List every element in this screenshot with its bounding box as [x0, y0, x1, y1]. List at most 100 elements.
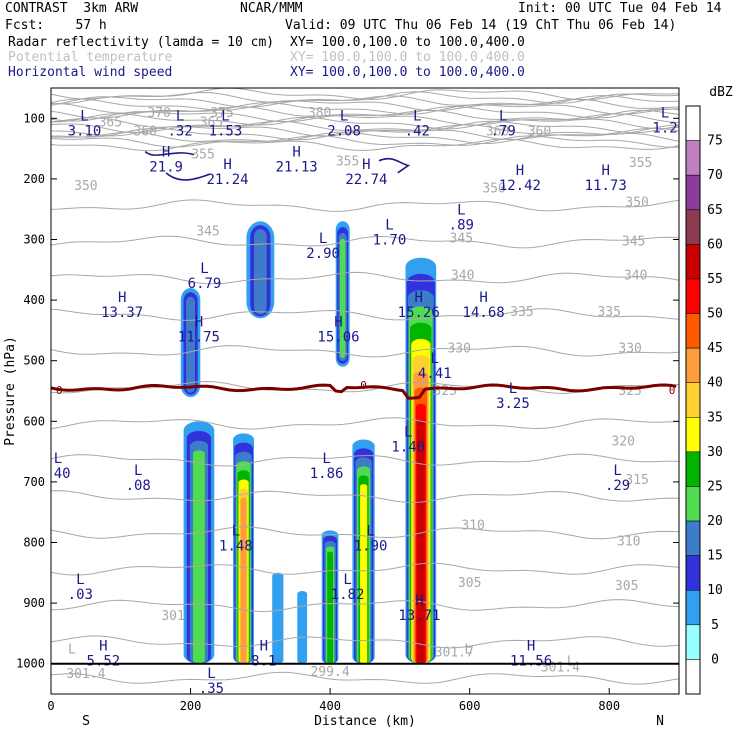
wind-extremum-marker: L: [207, 666, 215, 682]
colorbar-band: [685, 278, 701, 314]
y-tick-label: 400: [23, 293, 45, 307]
theta-label: 310: [617, 535, 640, 550]
theta-label: 380: [308, 106, 331, 121]
wind-extremum-value: 11.56: [510, 654, 552, 670]
colorbar-level: 50: [707, 307, 723, 322]
wind-extremum-value: .89: [449, 217, 474, 233]
reflectivity-cell: [327, 551, 333, 664]
wind-contour: [378, 157, 411, 174]
theta-label: 335: [597, 305, 620, 320]
colorbar-level: 30: [707, 445, 723, 460]
wind-extremum-value: 22.74: [345, 172, 387, 188]
colorbar-level: 65: [707, 203, 723, 218]
theta-label: 355: [629, 156, 652, 171]
wind-extremum-marker: L: [134, 463, 142, 479]
colorbar-band: [685, 659, 701, 695]
wind-extremum-marker: H: [260, 639, 268, 655]
freezing-level-label: 0: [360, 379, 367, 392]
theta-label: 340: [451, 269, 474, 284]
x-end-label-south: S: [82, 714, 90, 729]
colorbar-band: [685, 520, 701, 556]
theta-contour: [51, 91, 679, 105]
theta-label: 301: [161, 609, 184, 624]
wind-extremum-marker: H: [223, 157, 231, 173]
theta-contour: [51, 135, 679, 148]
theta-label: 335: [510, 305, 533, 320]
wind-extremum-value: 3.25: [496, 396, 530, 412]
wind-extremum-value: 2.90: [306, 246, 340, 262]
y-tick-label: 700: [23, 475, 45, 489]
field-theta-name: Potential temperature: [8, 50, 173, 65]
theta-contour: [51, 635, 679, 649]
colorbar-level: 5: [711, 618, 719, 633]
reflectivity-cell: [193, 450, 205, 664]
wind-extremum-marker: H: [162, 145, 170, 161]
colorbar-band: [685, 174, 701, 211]
field-theta-xy: XY= 100.0,100.0 to 100.0,400.0: [290, 50, 525, 65]
freezing-level-label: 0: [669, 384, 676, 397]
x-tick-label: 800: [598, 699, 620, 713]
theta-label: 360: [528, 124, 551, 139]
wind-extremum-value: 13.37: [101, 305, 143, 321]
theta-contour: [51, 127, 679, 141]
colorbar-band: [685, 347, 701, 383]
theta-label: 365: [200, 115, 223, 130]
forecast-hour: Fcst: 57 h: [5, 18, 107, 33]
wind-extremum-marker: L: [413, 108, 421, 124]
colorbar-level: 35: [707, 410, 723, 425]
theta-contour: [51, 199, 679, 212]
wind-extremum-value: 3.10: [68, 123, 102, 139]
theta-label: 345: [196, 224, 219, 239]
theta-label: 330: [447, 341, 470, 356]
plot-frame: [50, 87, 680, 695]
theta-label: 310: [461, 518, 484, 533]
wind-extremum-value: 6.79: [188, 276, 222, 292]
wind-extremum-value: 5.52: [86, 654, 120, 670]
wind-extremum-value: .79: [491, 123, 516, 139]
wind-extremum-value: 12.42: [499, 178, 541, 194]
colorbar-band: [685, 451, 701, 487]
wind-extremum-marker: H: [99, 639, 107, 655]
reflectivity-cell: [297, 591, 308, 664]
wind-extremum-marker: L: [221, 108, 229, 124]
wind-extremum-value: .42: [405, 123, 430, 139]
theta-label: 345: [622, 235, 645, 250]
colorbar-level: 10: [707, 583, 723, 598]
wind-extremum-value: 11.73: [585, 178, 627, 194]
theta-label: 375: [210, 106, 233, 121]
theta-contour: [51, 131, 679, 145]
freezing-level-label: 0: [56, 384, 63, 397]
wind-extremum-value: .35: [199, 681, 224, 697]
theta-contour: [51, 113, 679, 126]
wind-extremum-value: 11.75: [178, 329, 220, 345]
wind-extremum-marker: L: [80, 108, 88, 124]
colorbar-level: 25: [707, 479, 723, 494]
theta-label: 360: [486, 124, 509, 139]
colorbar-band: [685, 555, 701, 591]
wind-extremum-value: 1.40: [391, 440, 425, 456]
wind-extremum-marker: H: [415, 290, 423, 306]
wind-extremum-value: 1.86: [310, 466, 344, 482]
wind-extremum-value: 1.70: [373, 232, 407, 248]
wind-extremum-value: 15.26: [398, 305, 440, 321]
wind-extremum-value: .08: [126, 478, 151, 494]
y-tick-label: 200: [23, 172, 45, 186]
wind-extremum-value: .32: [167, 123, 192, 139]
wind-extremum-marker: L: [366, 523, 374, 539]
colorbar-band: [685, 313, 701, 349]
theta-label: 350: [482, 181, 505, 196]
theta-marker: L: [464, 643, 472, 658]
theta-contour: [51, 526, 679, 540]
center-name: NCAR/MMM: [240, 1, 303, 16]
wind-extremum-value: 15.06: [317, 329, 359, 345]
colorbar-level: 75: [707, 134, 723, 149]
theta-contour: [51, 138, 679, 152]
wind-extremum-marker: H: [118, 290, 126, 306]
model-name: CONTRAST 3km ARW: [5, 1, 139, 16]
theta-label: 315: [625, 473, 648, 488]
wind-extremum-marker: L: [232, 523, 240, 539]
reflectivity-cell: [240, 497, 247, 664]
wind-extremum-marker: L: [54, 451, 62, 467]
field-reflectivity-name: Radar reflectivity (lamda = 10 cm): [8, 35, 275, 50]
wind-extremum-value: 1.53: [209, 123, 243, 139]
